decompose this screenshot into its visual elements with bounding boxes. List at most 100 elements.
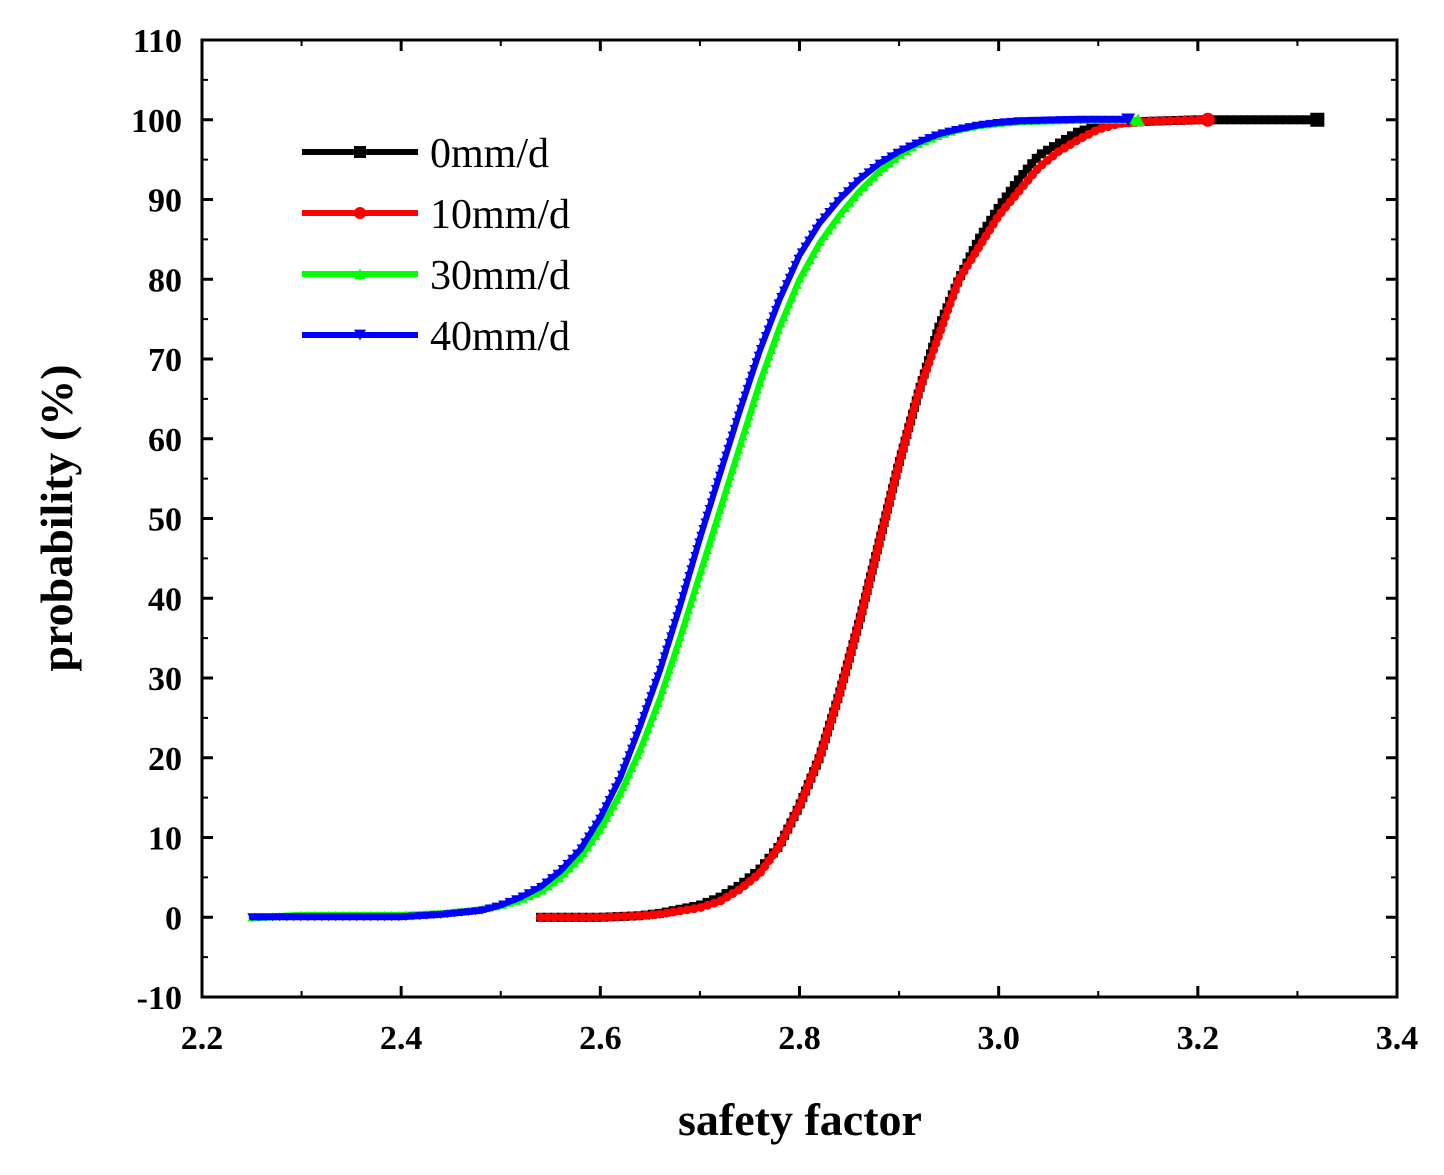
series-marker-40mm-d <box>359 913 369 922</box>
series-marker-40mm-d <box>924 134 934 143</box>
series-marker-30mm-d <box>651 705 661 714</box>
series-marker-30mm-d <box>802 262 812 271</box>
series-marker-40mm-d <box>607 789 617 798</box>
series-marker-30mm-d <box>707 532 717 541</box>
series-marker-30mm-d <box>630 757 640 766</box>
series-marker-40mm-d <box>366 913 376 922</box>
x-tick-label: 2.6 <box>579 1020 622 1057</box>
series-marker-40mm-d <box>828 202 838 211</box>
series-marker-0mm-d <box>982 221 992 231</box>
series-marker-10mm-d <box>860 594 870 604</box>
series-marker-10mm-d <box>550 912 560 922</box>
series-marker-40mm-d <box>1097 115 1107 124</box>
series-marker-0mm-d <box>1013 175 1023 185</box>
series-marker-40mm-d <box>719 458 729 467</box>
series-marker-0mm-d <box>1031 153 1041 163</box>
series-marker-40mm-d <box>450 909 460 918</box>
series-marker-10mm-d <box>903 425 913 435</box>
series-marker-0mm-d <box>1246 115 1256 125</box>
series-marker-40mm-d <box>746 371 756 380</box>
series-marker-10mm-d <box>1145 116 1155 126</box>
series-marker-40mm-d <box>572 849 582 858</box>
series-marker-30mm-d <box>686 599 696 608</box>
series-marker-40mm-d <box>457 908 467 917</box>
series-marker-30mm-d <box>717 499 727 508</box>
series-marker-10mm-d <box>862 588 872 598</box>
series-marker-40mm-d <box>917 136 927 145</box>
series-marker-30mm-d <box>715 505 725 514</box>
series-marker-30mm-d <box>732 452 742 461</box>
series-marker-0mm-d <box>1005 186 1015 196</box>
series-marker-40mm-d <box>624 751 634 760</box>
series-marker-40mm-d <box>310 913 320 922</box>
series-marker-40mm-d <box>529 886 539 895</box>
series-marker-40mm-d <box>721 451 731 460</box>
series-marker-10mm-d <box>613 912 623 922</box>
series-marker-40mm-d <box>517 892 527 901</box>
series-marker-30mm-d <box>764 352 774 361</box>
series-marker-30mm-d <box>680 619 690 628</box>
series-marker-0mm-d <box>993 203 1003 213</box>
series-marker-40mm-d <box>523 889 533 898</box>
series-marker-10mm-d <box>564 912 574 922</box>
series-marker-10mm-d <box>865 574 875 584</box>
series-marker-40mm-d <box>708 491 718 500</box>
series-marker-10mm-d <box>634 911 644 921</box>
series-marker-40mm-d <box>717 464 727 474</box>
series-marker-10mm-d <box>851 628 861 638</box>
series-marker-40mm-d <box>847 182 857 191</box>
series-marker-40mm-d <box>641 705 651 714</box>
series-marker-10mm-d <box>899 438 909 448</box>
series-marker-10mm-d <box>557 912 567 922</box>
x-tick-label: 3.4 <box>1376 1020 1419 1057</box>
series-marker-10mm-d <box>845 649 855 659</box>
y-tick-label: 50 <box>148 502 182 539</box>
series-marker-40mm-d <box>751 358 761 367</box>
series-marker-30mm-d <box>569 859 579 868</box>
series-marker-10mm-d <box>879 520 889 530</box>
series-marker-0mm-d <box>1281 115 1291 125</box>
series-marker-40mm-d <box>436 910 446 919</box>
series-marker-40mm-d <box>1027 116 1037 125</box>
series-marker-30mm-d <box>771 332 781 341</box>
plot-frame <box>200 38 1399 999</box>
series-lines <box>247 112 1325 922</box>
series-marker-40mm-d <box>886 152 896 161</box>
series-marker-30mm-d <box>742 418 752 428</box>
series-marker-30mm-d <box>792 280 802 289</box>
series-end-marker-10mm-d <box>1200 112 1215 127</box>
series-marker-40mm-d <box>727 431 737 440</box>
series-marker-40mm-d <box>714 471 724 480</box>
series-marker-10mm-d <box>856 608 866 618</box>
series-marker-40mm-d <box>557 865 567 874</box>
y-tick-label: 30 <box>148 661 182 698</box>
series-marker-30mm-d <box>675 632 685 641</box>
series-marker-40mm-d <box>576 844 586 853</box>
series-marker-40mm-d <box>951 126 961 135</box>
series-marker-40mm-d <box>781 280 791 289</box>
legend-marker-30mm-d <box>354 268 366 280</box>
series-marker-30mm-d <box>688 592 698 601</box>
series-marker-40mm-d <box>648 685 658 694</box>
axis-ticks: 2.2 2.4 2.6 2.8 3.0 3.2 3.4 -10 0 10 20 30 40 50 60 70 8… <box>131 23 1418 1057</box>
legend-marker-10mm-d <box>354 207 366 219</box>
series-marker-40mm-d <box>1090 115 1100 124</box>
series-marker-30mm-d <box>798 268 808 277</box>
series-marker-30mm-d <box>690 585 700 595</box>
series-marker-30mm-d <box>703 545 713 554</box>
series-marker-10mm-d <box>1173 116 1183 126</box>
series-marker-40mm-d <box>790 260 800 270</box>
series-marker-40mm-d <box>380 913 390 922</box>
series-marker-0mm-d <box>1066 131 1076 141</box>
series-marker-0mm-d <box>1036 149 1046 159</box>
series-marker-30mm-d <box>633 751 643 760</box>
series-marker-40mm-d <box>338 913 348 922</box>
series-marker-30mm-d <box>646 718 656 727</box>
series-marker-40mm-d <box>401 912 411 922</box>
series-marker-40mm-d <box>863 168 873 177</box>
series-marker-10mm-d <box>844 655 854 665</box>
series-marker-10mm-d <box>892 465 902 475</box>
series-marker-10mm-d <box>1152 116 1162 126</box>
series-marker-0mm-d <box>1022 164 1032 174</box>
